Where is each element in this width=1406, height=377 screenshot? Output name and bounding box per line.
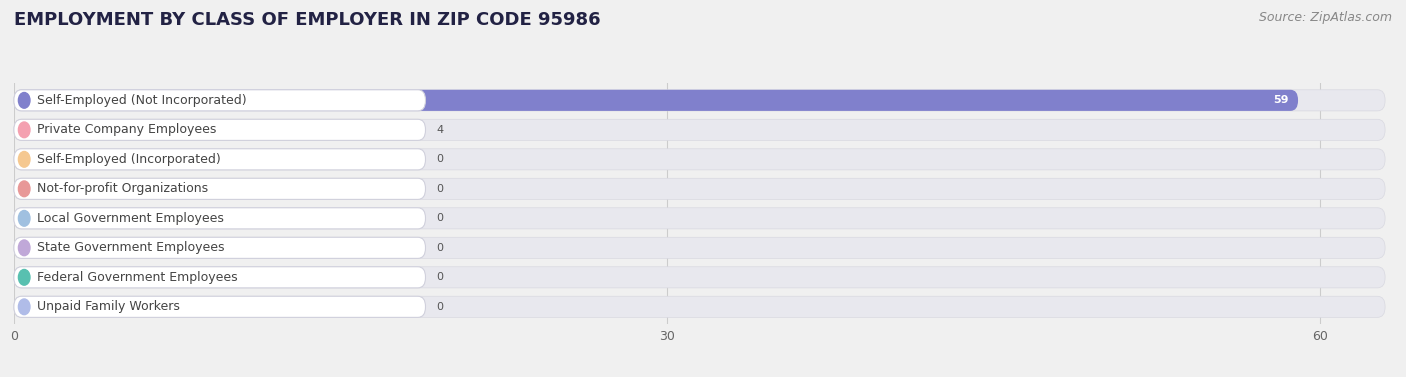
Text: Not-for-profit Organizations: Not-for-profit Organizations bbox=[37, 182, 208, 195]
Text: Private Company Employees: Private Company Employees bbox=[37, 123, 217, 136]
Text: 0: 0 bbox=[436, 213, 443, 223]
Text: 4: 4 bbox=[436, 125, 443, 135]
Circle shape bbox=[18, 152, 30, 167]
Circle shape bbox=[18, 270, 30, 285]
Text: 0: 0 bbox=[436, 272, 443, 282]
FancyBboxPatch shape bbox=[14, 119, 426, 140]
Text: 0: 0 bbox=[436, 243, 443, 253]
FancyBboxPatch shape bbox=[14, 90, 426, 111]
Text: 0: 0 bbox=[436, 154, 443, 164]
FancyBboxPatch shape bbox=[14, 119, 101, 140]
FancyBboxPatch shape bbox=[14, 208, 1385, 229]
Circle shape bbox=[18, 181, 30, 197]
FancyBboxPatch shape bbox=[14, 178, 1385, 199]
FancyBboxPatch shape bbox=[14, 149, 426, 170]
Text: Local Government Employees: Local Government Employees bbox=[37, 212, 224, 225]
FancyBboxPatch shape bbox=[14, 208, 426, 229]
Circle shape bbox=[18, 210, 30, 226]
FancyBboxPatch shape bbox=[14, 237, 1385, 258]
FancyBboxPatch shape bbox=[14, 267, 426, 288]
Circle shape bbox=[18, 240, 30, 256]
Text: 0: 0 bbox=[436, 184, 443, 194]
Text: Source: ZipAtlas.com: Source: ZipAtlas.com bbox=[1258, 11, 1392, 24]
Circle shape bbox=[18, 122, 30, 138]
Text: EMPLOYMENT BY CLASS OF EMPLOYER IN ZIP CODE 95986: EMPLOYMENT BY CLASS OF EMPLOYER IN ZIP C… bbox=[14, 11, 600, 29]
FancyBboxPatch shape bbox=[14, 296, 426, 317]
FancyBboxPatch shape bbox=[14, 237, 426, 258]
FancyBboxPatch shape bbox=[14, 149, 1385, 170]
FancyBboxPatch shape bbox=[14, 178, 426, 199]
FancyBboxPatch shape bbox=[14, 119, 1385, 140]
FancyBboxPatch shape bbox=[14, 90, 1385, 111]
Circle shape bbox=[18, 92, 30, 108]
Text: Self-Employed (Not Incorporated): Self-Employed (Not Incorporated) bbox=[37, 94, 246, 107]
Text: Self-Employed (Incorporated): Self-Employed (Incorporated) bbox=[37, 153, 221, 166]
Circle shape bbox=[18, 299, 30, 315]
FancyBboxPatch shape bbox=[14, 90, 1298, 111]
Text: Federal Government Employees: Federal Government Employees bbox=[37, 271, 238, 284]
Text: 0: 0 bbox=[436, 302, 443, 312]
FancyBboxPatch shape bbox=[14, 267, 1385, 288]
Text: 59: 59 bbox=[1274, 95, 1289, 105]
FancyBboxPatch shape bbox=[14, 296, 1385, 317]
Text: State Government Employees: State Government Employees bbox=[37, 241, 224, 254]
Text: Unpaid Family Workers: Unpaid Family Workers bbox=[37, 300, 180, 313]
